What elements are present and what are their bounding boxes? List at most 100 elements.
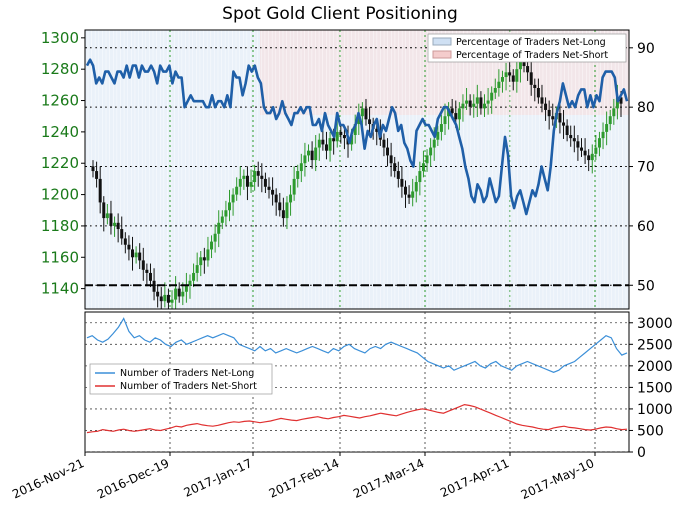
- candle-body: [227, 202, 231, 211]
- top-grid: [85, 30, 629, 309]
- candle-body: [296, 171, 300, 179]
- candle-body: [529, 72, 533, 85]
- candle-body: [418, 171, 422, 183]
- candle-body: [468, 100, 472, 107]
- candle-body: [486, 100, 490, 104]
- legend-swatch-net-short: [432, 50, 452, 59]
- candle-body: [224, 210, 228, 217]
- candle-body: [483, 103, 487, 109]
- legend-label-series-short: Number of Traders Net-Short: [120, 381, 257, 392]
- bottom-axis-ticks: 0 500 1000 1500 2000 2500 3000: [629, 316, 673, 461]
- candle-body: [511, 75, 515, 82]
- date-axis-ticks: 2016-Nov-21 2016-Dec-19 2017-Jan-17 2017-Fe…: [10, 452, 596, 502]
- candle-body: [256, 171, 260, 176]
- candle-body: [177, 288, 181, 297]
- date-tick-label: 2017-Jan-17: [182, 456, 255, 500]
- candle-body: [558, 113, 562, 123]
- date-tick-label: 2017-Apr-11: [438, 456, 511, 500]
- candle-body: [138, 252, 142, 261]
- date-tick-label: 2016-Nov-21: [10, 456, 86, 501]
- candle-body: [303, 155, 307, 164]
- candle-body: [152, 280, 156, 292]
- candle-body: [382, 139, 386, 148]
- candle-body: [579, 147, 583, 151]
- candle-body: [148, 272, 152, 281]
- candle-body: [170, 299, 174, 303]
- candle-body: [500, 77, 504, 82]
- left-tick-label: 1160: [41, 248, 79, 266]
- date-tick-label: 2016-Dec-19: [95, 456, 171, 502]
- candle-body: [278, 202, 282, 211]
- candle-body: [307, 150, 311, 156]
- candle-body: [292, 178, 296, 195]
- candle-body: [235, 186, 239, 195]
- candle-body: [619, 97, 623, 104]
- candle-body: [242, 175, 246, 179]
- candle-body: [597, 138, 601, 148]
- candle-body: [515, 69, 519, 82]
- candle-body: [386, 147, 390, 156]
- candle-body: [493, 87, 497, 93]
- candle-body: [202, 257, 206, 261]
- bottom-tick-label: 2000: [637, 359, 673, 375]
- candle-body: [210, 241, 214, 250]
- candle-body: [263, 178, 267, 187]
- bottom-tick-label: 1000: [637, 402, 673, 418]
- candle-body: [141, 260, 145, 270]
- left-tick-label: 1200: [41, 186, 79, 204]
- candle-body: [353, 124, 357, 136]
- candle-body: [368, 119, 372, 125]
- candle-body: [123, 238, 127, 245]
- date-tick-label: 2017-Feb-14: [267, 456, 342, 501]
- candle-body: [213, 233, 217, 242]
- left-tick-label: 1260: [41, 92, 79, 110]
- left-tick-label: 1180: [41, 217, 79, 235]
- candle-body: [536, 87, 540, 98]
- candle-body: [299, 163, 303, 172]
- candle-body: [350, 135, 354, 145]
- candle-body: [472, 103, 476, 107]
- candle-body: [479, 97, 483, 109]
- candle-body: [522, 61, 526, 67]
- candle-body: [310, 150, 314, 161]
- candle-body: [583, 150, 587, 156]
- candle-body: [105, 213, 109, 219]
- candle-body: [518, 61, 522, 70]
- legend-top: Percentage of Traders Net-Long Percentag…: [427, 33, 627, 63]
- legend-label-net-short: Percentage of Traders Net-Short: [456, 50, 608, 61]
- candle-body: [335, 131, 339, 142]
- right-tick-label: 70: [637, 160, 655, 176]
- candle-body: [396, 171, 400, 179]
- candle-body: [533, 84, 537, 88]
- candle-body: [281, 210, 285, 219]
- candle-body: [375, 128, 379, 132]
- candle-body: [120, 229, 124, 239]
- candle-body: [572, 138, 576, 142]
- bottom-series: [86, 317, 628, 434]
- right-axis-ticks: 50 60 70 80 90: [629, 41, 655, 294]
- candle-body: [102, 202, 106, 219]
- candle-body: [576, 141, 580, 148]
- candle-body: [450, 108, 454, 114]
- candle-body: [461, 103, 465, 109]
- candle-body: [192, 272, 196, 281]
- candle-body: [526, 66, 530, 73]
- price-candles: [91, 48, 623, 309]
- candle-body: [260, 175, 264, 179]
- candle-body: [342, 135, 346, 139]
- left-tick-label: 1220: [41, 154, 79, 172]
- left-tick-label: 1140: [41, 280, 79, 298]
- candle-body: [465, 100, 469, 104]
- candle-body: [393, 163, 397, 172]
- candle-body: [238, 178, 242, 187]
- candle-body: [220, 216, 224, 223]
- candle-body: [91, 166, 95, 172]
- candle-body: [615, 97, 619, 109]
- candle-body: [425, 155, 429, 164]
- legend-bottom: Number of Traders Net-Long Number of Tra…: [89, 363, 273, 395]
- candle-body: [184, 285, 188, 292]
- chart-title: Spot Gold Client Positioning: [222, 4, 458, 24]
- candle-body: [605, 124, 609, 132]
- candle-body: [249, 182, 253, 187]
